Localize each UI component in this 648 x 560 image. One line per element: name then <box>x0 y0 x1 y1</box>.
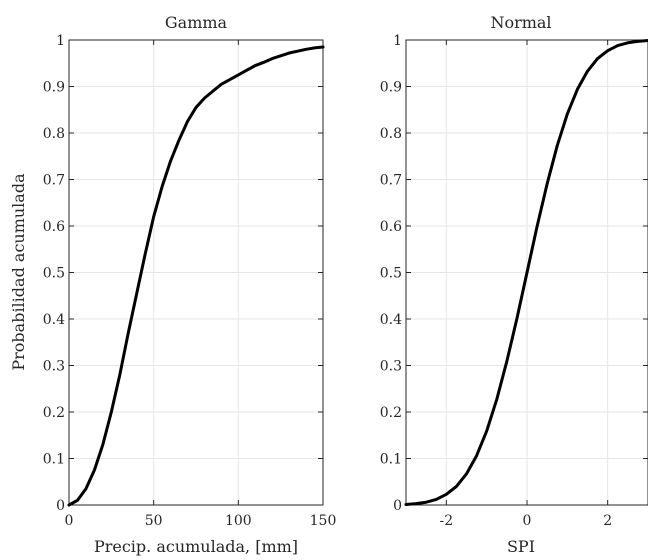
chart-1-ytick-label: 0.5 <box>380 266 402 282</box>
chart-0-xtick-label: 100 <box>225 513 252 529</box>
chart-0-xtick-label: 150 <box>310 513 337 529</box>
chart-1-ytick-label: 0.2 <box>380 405 402 421</box>
chart-1-ytick-label: 0.3 <box>380 359 402 375</box>
chart-0-ytick-label: 0 <box>56 498 65 514</box>
chart-1-ytick-label: 0.7 <box>380 173 402 189</box>
chart-0-ytick-label: 1 <box>56 33 65 49</box>
figure-ylabel: Probabilidad acumulada <box>9 173 28 371</box>
chart-0-ytick-label: 0.8 <box>43 126 65 142</box>
chart-1-xlabel: SPI <box>507 537 535 556</box>
chart-1-title: Normal <box>490 13 551 32</box>
chart-1-ytick-label: 0.9 <box>380 80 402 96</box>
chart-1-ytick-label: 1 <box>393 33 402 49</box>
chart-1-ytick-label: 0.4 <box>380 312 402 328</box>
chart-1-ytick-label: 0.8 <box>380 126 402 142</box>
chart-0-ytick-label: 0.3 <box>43 359 65 375</box>
chart-0-ytick-label: 0.9 <box>43 80 65 96</box>
chart-0-ytick-label: 0.5 <box>43 266 65 282</box>
normal-panel: -2 0 2 0 0.1 0.2 0.3 0.4 0.5 0.6 0.7 0.8 0.9 1 Normal S… <box>380 13 648 556</box>
chart-0-xlabel: Precip. acumulada, [mm] <box>94 537 298 556</box>
chart-0-series-line <box>67 45 325 507</box>
chart-0-xtick-label: 0 <box>65 513 74 529</box>
chart-0-title: Gamma <box>165 13 228 32</box>
chart-0-ytick-label: 0.7 <box>43 173 65 189</box>
chart-1-ytick-label: 0.6 <box>380 219 402 235</box>
chart-0-xtick-label: 50 <box>145 513 163 529</box>
gamma-panel: 0 50 100 150 0 0.1 0.2 0.3 0.4 0.5 0.6 0.7 0.8 0.9 1 Ga… <box>43 13 337 556</box>
chart-0-ytick-label: 0.1 <box>43 452 65 468</box>
chart-1-xtick-label: 0 <box>523 513 532 529</box>
chart-1-series-line <box>404 38 648 507</box>
chart-1-ytick-label: 0.1 <box>380 452 402 468</box>
chart-1-ytick-label: 0 <box>393 498 402 514</box>
chart-1-xtick-label: 2 <box>603 513 612 529</box>
chart-0-ytick-label: 0.6 <box>43 219 65 235</box>
chart-0-ytick-label: 0.2 <box>43 405 65 421</box>
chart-1-xtick-label: -2 <box>440 513 454 529</box>
chart-0-ytick-label: 0.4 <box>43 312 65 328</box>
